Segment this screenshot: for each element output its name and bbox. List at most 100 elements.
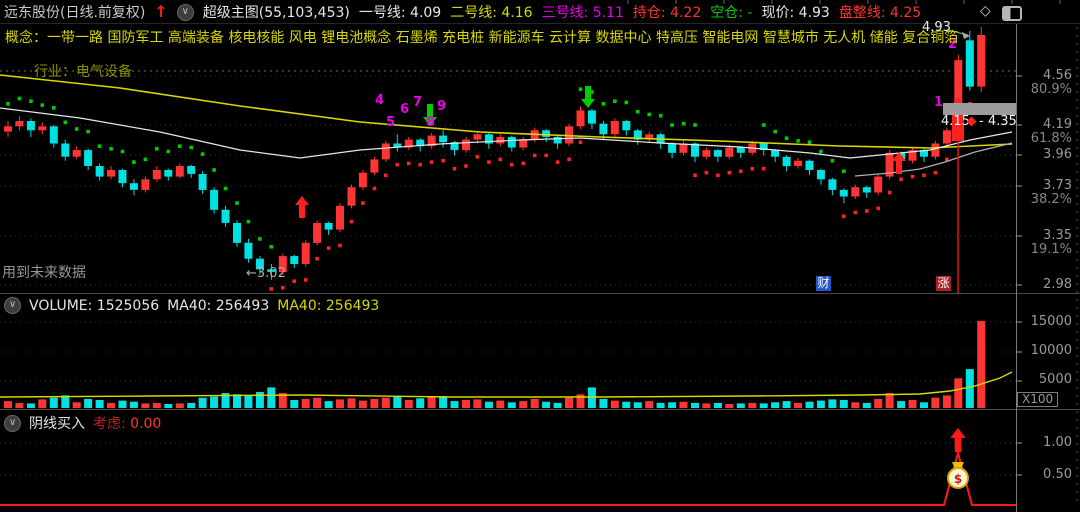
volume-unit-box: X100	[1017, 392, 1059, 407]
candle	[381, 143, 390, 160]
candle	[542, 130, 551, 137]
signal-readout: 考虑: 0.00	[93, 416, 162, 432]
candle	[725, 147, 734, 157]
candle	[416, 139, 425, 147]
consolidation-readout: 盘整线: 4.25	[838, 5, 922, 21]
low-price-callout: ←3.02	[246, 266, 286, 281]
candle	[129, 183, 138, 190]
gridlines	[0, 70, 1022, 476]
chevron-down-icon[interactable]: ∨	[4, 414, 21, 432]
candle	[72, 150, 81, 157]
volume-bars[interactable]	[0, 320, 1013, 408]
candle	[851, 187, 860, 197]
svg-text:4: 4	[375, 93, 384, 108]
up-arrow-marker	[295, 196, 309, 218]
short-readout: 空仓: -	[710, 5, 753, 21]
candle	[874, 176, 883, 193]
candle	[95, 166, 104, 177]
candle	[565, 126, 573, 144]
volume-ma1-readout: MA40: 256493	[167, 297, 270, 314]
candle	[862, 187, 871, 193]
axis-label-298: 2.98	[1043, 277, 1072, 292]
peak-price-callout: 4.93	[922, 20, 951, 35]
candle	[347, 187, 356, 206]
vol-axis-15000: 15000	[1030, 314, 1072, 329]
line1-readout: 一号线: 4.09	[358, 5, 442, 21]
candle	[4, 126, 12, 132]
sig-axis-050: 0.50	[1043, 467, 1072, 482]
sar-dots	[6, 87, 983, 291]
candle	[736, 147, 745, 153]
candle	[645, 134, 654, 140]
candle	[61, 143, 70, 157]
candle	[713, 150, 722, 157]
candle	[885, 152, 894, 177]
line2-readout: 二号线: 4.16	[450, 5, 533, 21]
candle	[977, 35, 986, 87]
sequence-numbers: 456 789 1 2	[375, 37, 957, 130]
up-arrow-icon: ↑	[154, 2, 168, 21]
svg-text:7: 7	[413, 95, 422, 110]
candle	[668, 143, 677, 153]
candle	[233, 223, 241, 243]
candle	[450, 142, 459, 151]
candle	[794, 160, 802, 166]
chevron-down-icon[interactable]: ∨	[176, 3, 194, 21]
candle	[908, 150, 917, 161]
signal-name[interactable]: 阴线买入	[29, 416, 85, 432]
candle	[393, 143, 402, 148]
candle	[358, 172, 367, 188]
candle	[324, 223, 333, 230]
svg-text:1: 1	[934, 95, 943, 110]
range-left-callout: 4.15	[941, 114, 970, 129]
candle	[691, 143, 699, 157]
vol-axis-10000: 10000	[1030, 343, 1072, 358]
axis-label-419: 4.19 61.8%	[1030, 117, 1072, 146]
buy-signal-line: $	[0, 428, 1016, 506]
candle	[816, 170, 825, 180]
candle	[462, 139, 470, 151]
axis-label-396: 3.96	[1043, 147, 1072, 162]
candle	[301, 242, 310, 264]
candle	[954, 60, 963, 104]
candles-layer[interactable]	[4, 27, 986, 280]
chevron-down-icon[interactable]: ∨	[4, 297, 21, 314]
main-header: 远东股份(日线.前复权) ↑ ∨ 超级主图(55,103,453) 一号线: 4…	[4, 2, 921, 22]
svg-text:8: 8	[426, 115, 435, 130]
candle	[519, 139, 528, 148]
industry-label[interactable]: 行业：电气设备	[34, 64, 132, 80]
candle	[84, 150, 93, 166]
concept-tags[interactable]: 概念：一带一路 国防军工 高端装备 核电核能 风电 锂电池概念 石墨烯 充电桩 …	[5, 30, 959, 46]
axis-label-335: 3.35 19.1%	[1030, 228, 1072, 257]
diamond-icon[interactable]: ◇	[980, 3, 991, 19]
candle	[49, 126, 58, 144]
candle	[244, 242, 253, 259]
candle	[107, 170, 115, 177]
sig-axis-100: 1.00	[1043, 435, 1072, 450]
signal-pane-header: ∨ 阴线买入 考虑: 0.00	[4, 413, 161, 433]
candle	[599, 123, 608, 135]
candle	[839, 189, 848, 197]
candle	[152, 170, 161, 180]
candle	[473, 134, 482, 140]
svg-text:2: 2	[948, 37, 957, 52]
candle	[187, 166, 196, 174]
down-arrow-marker	[581, 86, 595, 108]
candle	[622, 121, 631, 131]
stock-title[interactable]: 远东股份(日线.前复权)	[4, 5, 146, 21]
candle	[404, 139, 413, 148]
indicator-title[interactable]: 超级主图(55,103,453)	[202, 5, 350, 21]
candle	[782, 156, 791, 167]
candle	[278, 256, 287, 272]
candle	[15, 121, 24, 127]
panel-layout-icon[interactable]	[1002, 6, 1022, 21]
candle	[175, 166, 184, 177]
candle	[141, 179, 150, 190]
candle	[771, 150, 780, 157]
up-arrow-marker	[950, 428, 966, 453]
axis-label-373: 3.73 38.2%	[1030, 178, 1072, 207]
candle	[702, 150, 711, 157]
holding-readout: 持仓: 4.22	[632, 5, 702, 21]
